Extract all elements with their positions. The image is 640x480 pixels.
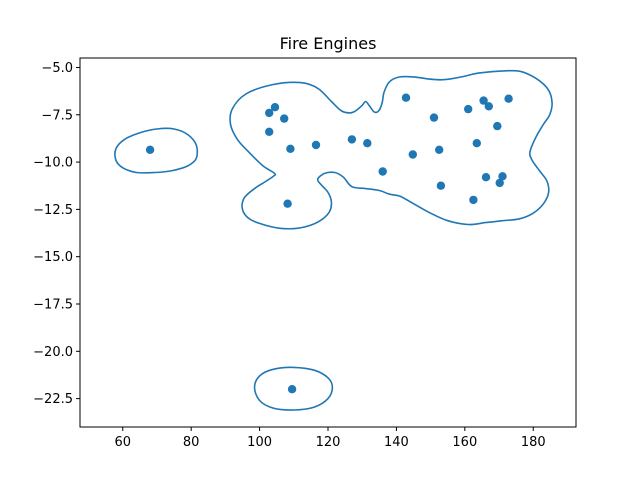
- data-point: [493, 121, 502, 131]
- data-point: [504, 94, 513, 103]
- chart-title: Fire Engines: [280, 34, 377, 53]
- density-contour: [229, 69, 553, 230]
- plot-frame: [79, 57, 577, 428]
- x-tick-label: 140: [384, 435, 409, 450]
- y-tick-label: −17.5: [33, 298, 73, 313]
- data-point: [265, 127, 274, 136]
- data-point: [484, 102, 493, 111]
- data-point: [429, 113, 439, 122]
- data-point: [401, 93, 411, 102]
- x-tick-label: 80: [183, 435, 200, 450]
- data-point: [481, 173, 491, 182]
- data-point: [436, 181, 446, 190]
- data-point: [145, 145, 155, 154]
- data-point: [464, 104, 473, 114]
- data-point: [311, 140, 321, 150]
- data-point: [286, 144, 295, 153]
- x-tick-label: 100: [247, 435, 272, 450]
- data-point: [378, 167, 387, 176]
- y-tick-label: −12.5: [33, 203, 73, 218]
- x-tick-label: 120: [316, 435, 341, 450]
- data-point: [472, 139, 481, 148]
- data-point: [287, 385, 297, 394]
- y-tick-label: −5.0: [41, 61, 73, 76]
- density-contour: [114, 127, 199, 174]
- axes: 60 80 100 120 140 160 180 −5.0 −7.5 −10.0 −12.5 −15…: [33, 61, 545, 450]
- data-point: [265, 108, 274, 118]
- x-tick-label: 180: [521, 435, 546, 450]
- y-tick-label: −10.0: [33, 156, 73, 171]
- density-contour: [253, 366, 334, 411]
- y-tick-label: −22.5: [33, 392, 73, 407]
- density-contours: [114, 69, 553, 411]
- data-point: [495, 178, 504, 188]
- y-tick-label: −7.5: [41, 108, 73, 123]
- data-point: [280, 114, 289, 123]
- data-point: [479, 96, 488, 105]
- data-point: [469, 195, 478, 205]
- x-tick-label: 60: [114, 435, 131, 450]
- data-point: [347, 135, 357, 144]
- data-point: [408, 150, 417, 159]
- scatter-points: [145, 93, 513, 394]
- data-point: [270, 103, 280, 112]
- x-tick-label: 160: [452, 435, 477, 450]
- y-tick-label: −15.0: [33, 250, 73, 265]
- data-point: [363, 139, 372, 148]
- data-point: [435, 145, 444, 154]
- data-point: [498, 172, 507, 181]
- data-point: [283, 199, 292, 208]
- y-tick-label: −20.0: [33, 345, 73, 360]
